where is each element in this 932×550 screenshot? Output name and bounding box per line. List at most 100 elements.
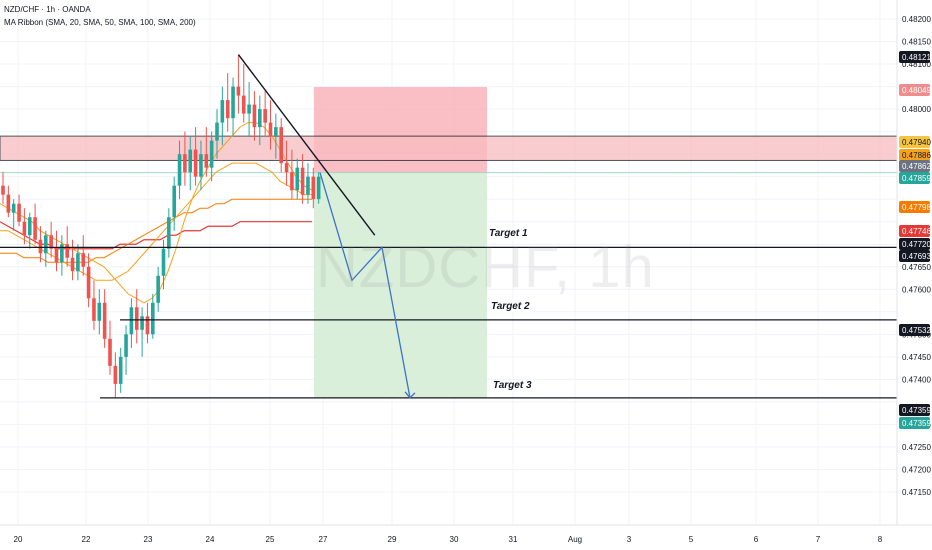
x-tick-label: 23 — [144, 535, 153, 544]
candle-body[interactable] — [258, 109, 262, 128]
price-tag[interactable] — [899, 324, 930, 336]
y-tick-label: 0.48200 — [902, 15, 931, 24]
candle-body[interactable] — [167, 217, 171, 249]
candle-body[interactable] — [252, 104, 257, 128]
y-tick-label: 0.48100 — [902, 60, 931, 69]
descending-trendline[interactable] — [237, 54, 376, 236]
candle-body[interactable] — [284, 163, 289, 173]
x-tick-label: 27 — [319, 535, 328, 544]
candle-body[interactable] — [1, 185, 5, 195]
price-tag-label: 0.47859 — [902, 174, 931, 183]
candle-body[interactable] — [295, 167, 300, 191]
candle-body[interactable] — [300, 167, 305, 195]
candle-body[interactable] — [6, 194, 11, 213]
candle-body[interactable] — [129, 307, 134, 335]
take-profit-zone[interactable] — [314, 172, 487, 398]
target-3-label[interactable]: Target 3 — [491, 379, 534, 391]
candle-body[interactable] — [193, 149, 198, 177]
candle-body[interactable] — [188, 149, 193, 173]
candle-body[interactable] — [172, 185, 176, 218]
price-tag[interactable] — [899, 225, 930, 237]
x-tick-label: 31 — [509, 535, 518, 544]
candle-body[interactable] — [86, 266, 91, 299]
price-tag[interactable] — [899, 238, 930, 250]
price-tag[interactable] — [899, 149, 930, 161]
price-tag-label: 0.47746 — [902, 227, 931, 236]
candle-body[interactable] — [97, 302, 102, 321]
resistance-zone[interactable] — [0, 135, 898, 161]
candle-body[interactable] — [44, 235, 48, 254]
candle-body[interactable] — [38, 239, 43, 254]
candle-body[interactable] — [151, 302, 155, 335]
x-tick-label: 8 — [878, 535, 883, 544]
candle-body[interactable] — [49, 235, 53, 249]
price-tag-label: 0.47940 — [902, 138, 931, 147]
candle-body[interactable] — [33, 217, 37, 240]
candle-body[interactable] — [215, 122, 219, 141]
x-tick-label: 5 — [689, 535, 694, 544]
candle-body[interactable] — [274, 127, 278, 137]
candle-body[interactable] — [92, 298, 96, 321]
indicator-legend: MA Ribbon (SMA, 20, SMA, 50, SMA, 100, S… — [4, 18, 196, 27]
candle-body[interactable] — [279, 127, 283, 164]
candle-body[interactable] — [177, 154, 182, 186]
candle-body[interactable] — [161, 248, 166, 276]
price-tag-label: 0.47798 — [902, 203, 931, 212]
candle-body[interactable] — [54, 248, 59, 263]
target-1-label[interactable]: Target 1 — [487, 228, 530, 240]
candle-body[interactable] — [247, 104, 251, 114]
candle-body[interactable] — [65, 244, 69, 258]
candle-body[interactable] — [140, 316, 144, 330]
candle-body[interactable] — [199, 154, 203, 177]
price-tag[interactable] — [899, 51, 930, 63]
candle-body[interactable] — [11, 203, 16, 213]
price-tag-label: 0.47862 — [902, 162, 931, 171]
candle-body[interactable] — [156, 275, 160, 303]
candle-body[interactable] — [124, 334, 128, 357]
candle-body[interactable] — [225, 100, 230, 119]
price-tag[interactable] — [899, 201, 930, 213]
price-tag[interactable] — [899, 136, 930, 148]
ma-line-sma50 — [0, 162, 312, 281]
candle-body[interactable] — [27, 217, 32, 236]
candle-body[interactable] — [204, 154, 209, 168]
candle-body[interactable] — [311, 176, 316, 200]
price-tag[interactable] — [899, 404, 930, 416]
candle-body[interactable] — [209, 140, 214, 168]
candle-body[interactable] — [220, 100, 225, 123]
price-tag[interactable] — [899, 417, 930, 429]
candle-body[interactable] — [102, 302, 107, 339]
target-2-label[interactable]: Target 2 — [489, 300, 532, 312]
price-tag[interactable] — [899, 172, 930, 184]
candle-body[interactable] — [263, 109, 267, 123]
price-tag[interactable] — [899, 160, 930, 172]
x-tick-label: 25 — [266, 535, 275, 544]
candle-body[interactable] — [108, 338, 112, 366]
candle-body[interactable] — [241, 95, 246, 114]
y-tick-label: 0.47450 — [902, 353, 931, 362]
candle-body[interactable] — [70, 257, 75, 272]
candle-body[interactable] — [231, 86, 235, 119]
candle-body[interactable] — [76, 253, 80, 272]
x-tick-label: Aug — [568, 535, 582, 544]
candle-body[interactable] — [268, 122, 273, 137]
candle-body[interactable] — [316, 176, 321, 200]
candle-body[interactable] — [290, 172, 294, 191]
candle-body[interactable] — [134, 307, 139, 330]
candle-body[interactable] — [17, 203, 21, 222]
candle-body[interactable] — [81, 253, 86, 267]
candle-body[interactable] — [236, 86, 241, 96]
candle-body[interactable] — [113, 365, 118, 384]
candle-body[interactable] — [145, 316, 150, 335]
price-tag[interactable] — [899, 250, 930, 262]
candle-body[interactable] — [60, 244, 64, 263]
candle-body[interactable] — [22, 221, 27, 236]
candle-body[interactable] — [118, 356, 123, 384]
x-tick-label: 3 — [627, 535, 632, 544]
projection-path[interactable] — [319, 172, 411, 398]
ma-line-sma100 — [0, 198, 312, 263]
candle-body[interactable] — [183, 154, 187, 173]
candle-body[interactable] — [306, 176, 310, 195]
price-tag[interactable] — [899, 84, 930, 96]
